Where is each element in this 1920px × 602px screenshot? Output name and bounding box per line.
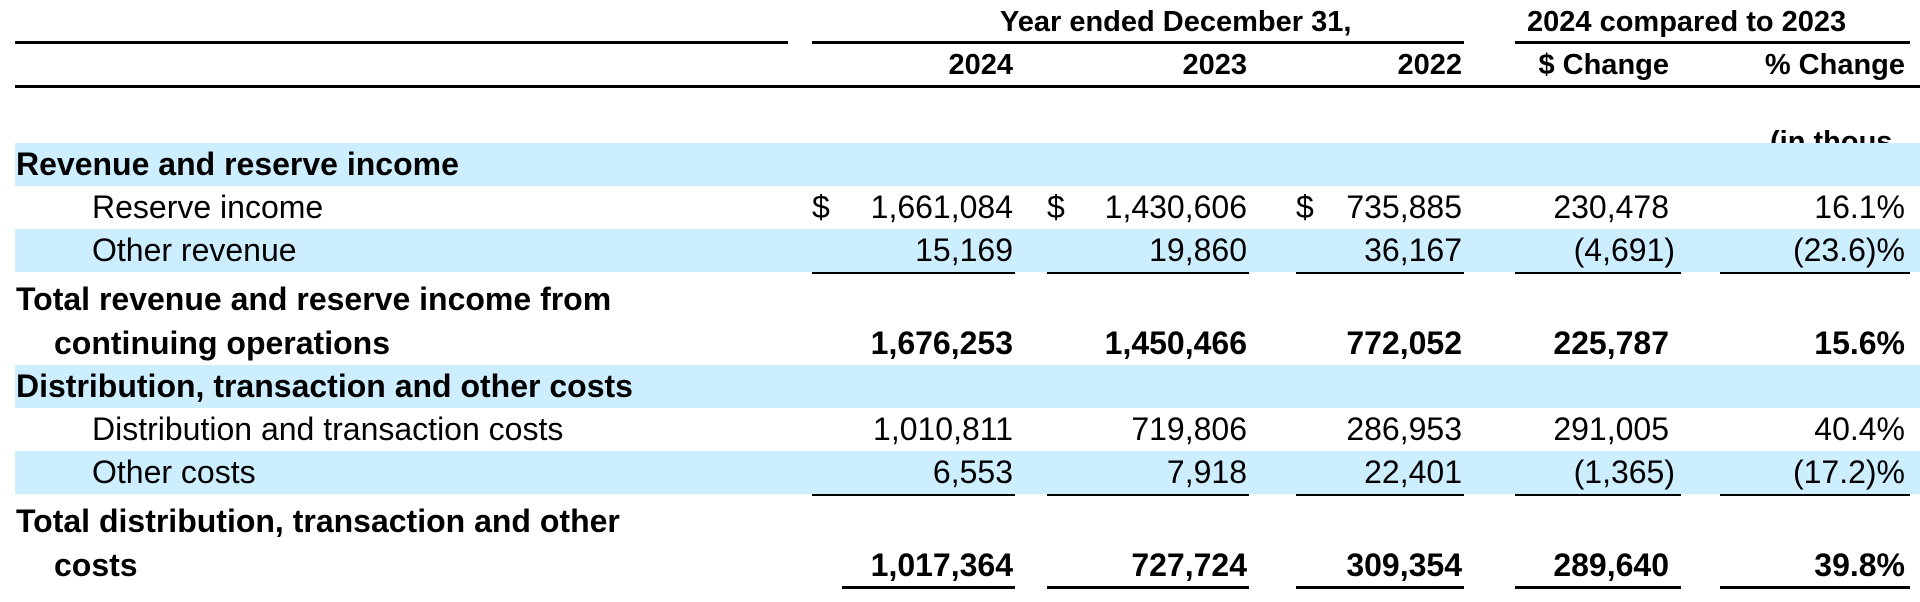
- subtotal-rule-2024: [812, 272, 1015, 274]
- section-title-costs: Distribution, transaction and other cost…: [16, 368, 633, 404]
- cell-total-revenue-pct: 15.6%: [1814, 325, 1905, 361]
- cell-distribution-costs-change: 291,005: [1553, 411, 1669, 447]
- header-rule-label: [15, 41, 788, 44]
- cell-reserve-income-2024: 1,661,084: [870, 189, 1013, 225]
- cell-reserve-income-change: 230,478: [1553, 189, 1669, 225]
- subtotal-rule-pct: [1720, 272, 1910, 274]
- cell-other-costs-2022: 22,401: [1364, 454, 1462, 490]
- cell-other-costs-2024: 6,553: [932, 454, 1013, 490]
- header-year-ended: Year ended December 31,: [1000, 6, 1352, 38]
- cell-other-costs-pct: (17.2)%: [1792, 454, 1905, 490]
- cell-total-costs-2024: 1,017,364: [870, 547, 1013, 583]
- cell-other-revenue-2024: 15,169: [915, 232, 1013, 268]
- row-band-costs-section: [15, 365, 1920, 408]
- header-rule-compare: [1515, 41, 1910, 44]
- cell-total-costs-2023: 727,724: [1131, 547, 1247, 583]
- row-label-distribution-costs: Distribution and transaction costs: [92, 411, 564, 447]
- cell-distribution-costs-2024: 1,010,811: [873, 411, 1013, 447]
- row-label-other-revenue: Other revenue: [92, 232, 297, 268]
- col-header-dollar-change: $ Change: [1538, 49, 1669, 81]
- col-header-pct-change: % Change: [1764, 49, 1905, 81]
- cell-distribution-costs-2023: 719,806: [1131, 411, 1247, 447]
- dollar-sign-2022: $: [1296, 189, 1314, 225]
- subtotal-rule-costs-2023: [1047, 494, 1249, 496]
- cell-other-revenue-change: (4,691): [1573, 232, 1675, 268]
- cell-reserve-income-2022: 735,885: [1346, 189, 1462, 225]
- header-bottom-rule: [15, 85, 1920, 88]
- subtotal-rule-costs-change: [1515, 494, 1681, 496]
- cell-distribution-costs-pct: 40.4%: [1814, 411, 1905, 447]
- cell-reserve-income-pct: 16.1%: [1814, 189, 1905, 225]
- col-header-2023: 2023: [1182, 49, 1247, 81]
- total-rule-2022: [1296, 586, 1464, 589]
- row-label-total-revenue-line1: Total revenue and reserve income from: [16, 281, 612, 317]
- total-rule-2024: [842, 586, 1015, 589]
- col-header-2024: 2024: [948, 49, 1013, 81]
- subtotal-rule-2022: [1296, 272, 1464, 274]
- row-band-revenue-section: [15, 143, 1920, 186]
- col-header-2022: 2022: [1397, 49, 1462, 81]
- cell-reserve-income-2023: 1,430,606: [1104, 189, 1247, 225]
- header-rule-year-ended: [812, 41, 1464, 44]
- cell-total-revenue-2024: 1,676,253: [870, 325, 1013, 361]
- cell-total-revenue-2023: 1,450,466: [1104, 325, 1247, 361]
- total-rule-pct: [1720, 586, 1910, 589]
- header-compare: 2024 compared to 2023: [1527, 6, 1847, 38]
- subtotal-rule-costs-2022: [1296, 494, 1464, 496]
- row-label-total-costs-line1: Total distribution, transaction and othe…: [16, 503, 620, 539]
- subtotal-rule-costs-2024: [812, 494, 1015, 496]
- cell-total-costs-pct: 39.8%: [1814, 547, 1905, 583]
- total-rule-2023: [1047, 586, 1249, 589]
- row-label-reserve-income: Reserve income: [92, 189, 324, 225]
- cell-distribution-costs-2022: 286,953: [1346, 411, 1462, 447]
- cell-other-revenue-2023: 19,860: [1149, 232, 1247, 268]
- row-band-other-revenue: [15, 229, 1920, 272]
- subtotal-rule-change: [1515, 272, 1681, 274]
- subtotal-rule-costs-pct: [1720, 494, 1910, 496]
- subtotal-rule-2023: [1047, 272, 1249, 274]
- total-rule-change: [1515, 586, 1681, 589]
- dollar-sign-2023: $: [1047, 189, 1065, 225]
- cell-other-costs-2023: 7,918: [1166, 454, 1247, 490]
- cell-total-costs-2022: 309,354: [1346, 547, 1462, 583]
- dollar-sign-2024: $: [812, 189, 830, 225]
- cell-total-revenue-2022: 772,052: [1346, 325, 1462, 361]
- cell-other-costs-change: (1,365): [1573, 454, 1675, 490]
- cell-other-revenue-2022: 36,167: [1364, 232, 1462, 268]
- section-title-revenue: Revenue and reserve income: [16, 146, 459, 182]
- row-label-total-costs-line2: costs: [54, 547, 138, 583]
- row-label-other-costs: Other costs: [92, 454, 256, 490]
- row-label-total-revenue-line2: continuing operations: [54, 325, 390, 361]
- row-band-other-costs: [15, 451, 1920, 494]
- cell-total-costs-change: 289,640: [1553, 547, 1669, 583]
- cell-other-revenue-pct: (23.6)%: [1792, 232, 1905, 268]
- cell-total-revenue-change: 225,787: [1553, 325, 1669, 361]
